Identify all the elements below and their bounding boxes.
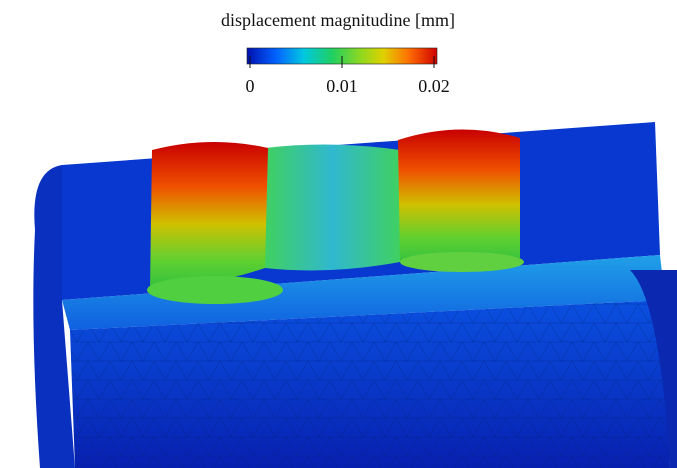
colorbar-title: displacement magnitudine [mm] — [221, 10, 455, 30]
tick-label: 0.01 — [326, 76, 358, 96]
middle-region — [265, 144, 400, 270]
right-cylinder — [398, 129, 520, 265]
tick-label: 0 — [246, 76, 255, 96]
tick-label: 0.02 — [418, 76, 450, 96]
right-base — [400, 252, 524, 272]
left-base — [147, 276, 283, 304]
render: displacement magnitudine [mm] 0 0.01 0.02 — [0, 0, 677, 468]
left-cylinder — [150, 142, 268, 290]
